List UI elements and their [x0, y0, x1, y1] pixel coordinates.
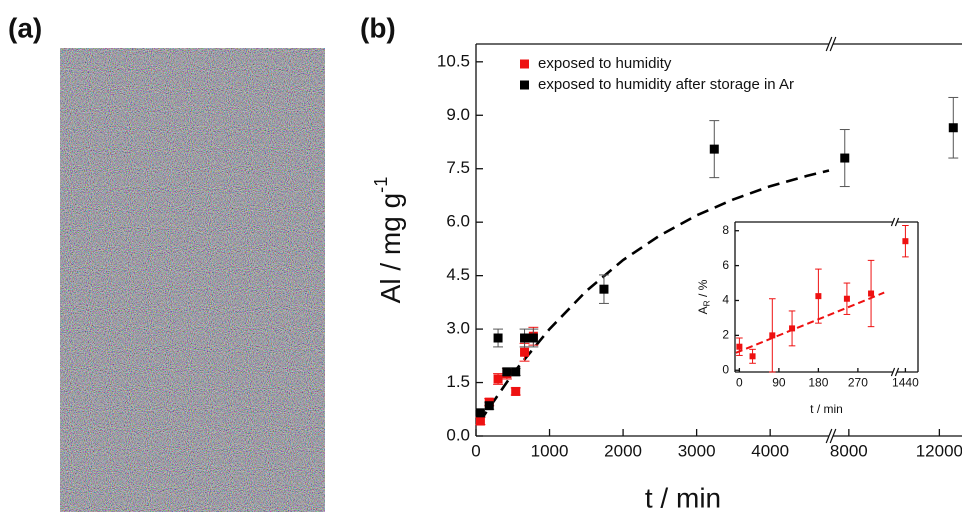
y-tick-label: 4 [722, 293, 729, 307]
axis-break [825, 428, 833, 444]
marker [493, 333, 503, 343]
y-label-subscript: R [702, 300, 712, 306]
marker [475, 416, 485, 426]
y-tick-label: 6 [722, 258, 729, 272]
marker [749, 353, 756, 360]
axis-break [890, 217, 896, 227]
y-tick-label: 9.0 [446, 105, 470, 124]
marker [511, 367, 521, 377]
x-tick-label: 8000 [830, 442, 868, 461]
photo-texture [60, 48, 325, 512]
x-tick-label: 12000 [916, 442, 962, 461]
y-tick-label: 10.5 [437, 51, 470, 70]
plot-background [735, 222, 918, 372]
y-tick-label: 2 [722, 328, 729, 342]
y-label-unit: / % [696, 279, 710, 300]
y-label-text: A [696, 306, 710, 314]
y-tick-label: 3.0 [446, 319, 470, 338]
marker [948, 123, 958, 133]
y-tick-label: 1.5 [446, 372, 470, 391]
y-axis-label: AR / % [696, 279, 712, 314]
marker [528, 333, 538, 343]
marker [736, 343, 743, 350]
x-tick-label: 270 [848, 376, 868, 390]
legend-label: exposed to humidity [538, 55, 672, 72]
x-axis-label: t / min [810, 402, 843, 416]
legend-marker [520, 80, 529, 90]
marker [502, 367, 512, 377]
marker [484, 401, 494, 411]
x-tick-label: 1440 [892, 376, 919, 390]
x-tick-label: 4000 [751, 442, 789, 461]
y-tick-label: 6.0 [446, 212, 470, 231]
x-tick-label: 2000 [604, 442, 642, 461]
marker [840, 153, 850, 163]
marker [843, 295, 850, 302]
fit-line [478, 169, 830, 423]
marker [709, 144, 719, 154]
legend-label: exposed to humidity after storage in Ar [538, 76, 794, 93]
y-tick-label: 8 [722, 223, 729, 237]
y-label-text: Al / mg g [375, 193, 406, 303]
y-tick-label: 0 [722, 362, 729, 376]
y-tick-label: 4.5 [446, 265, 470, 284]
axis-break [894, 217, 900, 227]
x-tick-label: 1000 [531, 442, 569, 461]
axis-break [829, 428, 837, 444]
x-axis-label: t / min [645, 482, 721, 513]
fit-line [735, 291, 885, 354]
marker [599, 284, 609, 294]
x-tick-label: 3000 [678, 442, 716, 461]
photo [60, 48, 325, 512]
x-tick-label: 180 [808, 376, 828, 390]
x-tick-label: 90 [772, 376, 786, 390]
axis-break [894, 367, 900, 377]
marker [475, 408, 485, 418]
legend-marker [520, 59, 529, 69]
x-tick-label: 0 [736, 376, 743, 390]
marker [493, 374, 503, 384]
x-tick-label: 0 [471, 442, 480, 461]
marker [789, 325, 796, 332]
panel-label: (b) [360, 12, 396, 43]
y-label-superscript: -1 [371, 177, 391, 193]
marker [769, 332, 776, 339]
marker [868, 290, 875, 297]
marker [511, 386, 521, 396]
marker [520, 347, 530, 357]
chart: 0.01.53.04.56.07.59.010.50 1000 2000 3000 40… [371, 36, 962, 513]
marker [815, 293, 822, 300]
marker [520, 333, 530, 343]
y-tick-label: 7.5 [446, 158, 470, 177]
axis-break [890, 367, 896, 377]
axis-break [829, 36, 837, 52]
y-tick-label: 0.0 [446, 425, 470, 444]
chart: 0 2 4 6 8 0 90 180 270 1440 AR / % t / min [696, 217, 919, 416]
marker [902, 238, 909, 245]
panel-label: (a) [8, 12, 42, 43]
y-axis-label: Al / mg g-1 [371, 177, 407, 304]
axis-break [825, 36, 833, 52]
